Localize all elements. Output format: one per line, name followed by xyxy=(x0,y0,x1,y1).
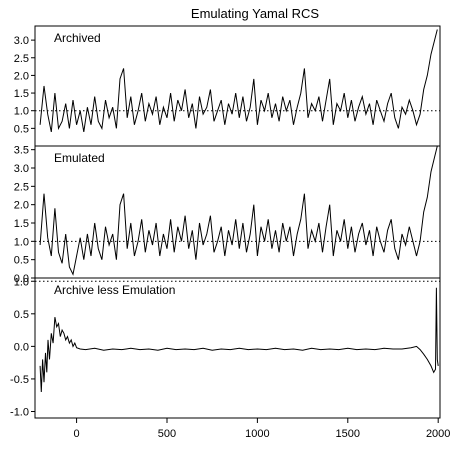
y-tick-label: 3.0 xyxy=(14,163,29,175)
panel-frame xyxy=(34,145,441,279)
y-tick-label: 0.5 xyxy=(14,309,29,321)
y-tick-label: 1.0 xyxy=(14,236,29,248)
y-tick-label: 2.5 xyxy=(14,181,29,193)
y-tick-label: 2.5 xyxy=(14,53,29,65)
series-line xyxy=(39,145,438,276)
y-tick-label: 0.0 xyxy=(14,273,29,285)
panel-1: 0.5 1.0 1.5 2.0 2.5 3.0 Archived xyxy=(14,25,441,147)
y-tick-label: 1.5 xyxy=(14,88,29,100)
y-tick-label: 3.5 xyxy=(14,145,29,157)
x-tick-label: 2000 xyxy=(426,428,450,440)
series-line xyxy=(39,287,439,393)
panel-frame xyxy=(34,277,441,419)
y-tick-label: 0.5 xyxy=(14,255,29,267)
y-tick-label: 0.0 xyxy=(14,341,29,353)
chart-title: Emulating Yamal RCS xyxy=(191,6,319,21)
y-tick-label: 2.0 xyxy=(14,70,29,82)
x-tick-label: 500 xyxy=(158,428,176,440)
x-tick-label: 0 xyxy=(74,428,80,440)
panel-label: Archived xyxy=(54,31,101,45)
y-tick-label: 1.0 xyxy=(14,106,29,118)
y-tick-label: -1.0 xyxy=(10,406,29,418)
y-tick-label: 0.5 xyxy=(14,123,29,135)
y-tick-label: 1.0 xyxy=(14,276,29,288)
y-tick-label: 1.5 xyxy=(14,218,29,230)
y-tick-label: 2.0 xyxy=(14,200,29,212)
y-tick-label: 3.0 xyxy=(14,35,29,47)
x-axis: 0 500 1000 1500 2000 xyxy=(74,418,450,440)
panels: 0.5 1.0 1.5 2.0 2.5 3.0 Archived 0.0 0.5 1.0 1.5 2.… xyxy=(10,25,441,419)
x-tick-label: 1000 xyxy=(245,428,269,440)
series-line xyxy=(39,29,438,132)
y-tick-label: -0.5 xyxy=(10,374,29,386)
panel-label: Emulated xyxy=(54,151,105,165)
panel-label: Archive less Emulation xyxy=(54,283,175,297)
panel-3: -1.0 -0.5 0.0 0.5 1.0 Archive less Emulation xyxy=(10,276,441,419)
panel-2: 0.0 0.5 1.0 1.5 2.0 2.5 3.0 3.5 Emulated xyxy=(14,145,441,285)
x-tick-label: 1500 xyxy=(336,428,360,440)
